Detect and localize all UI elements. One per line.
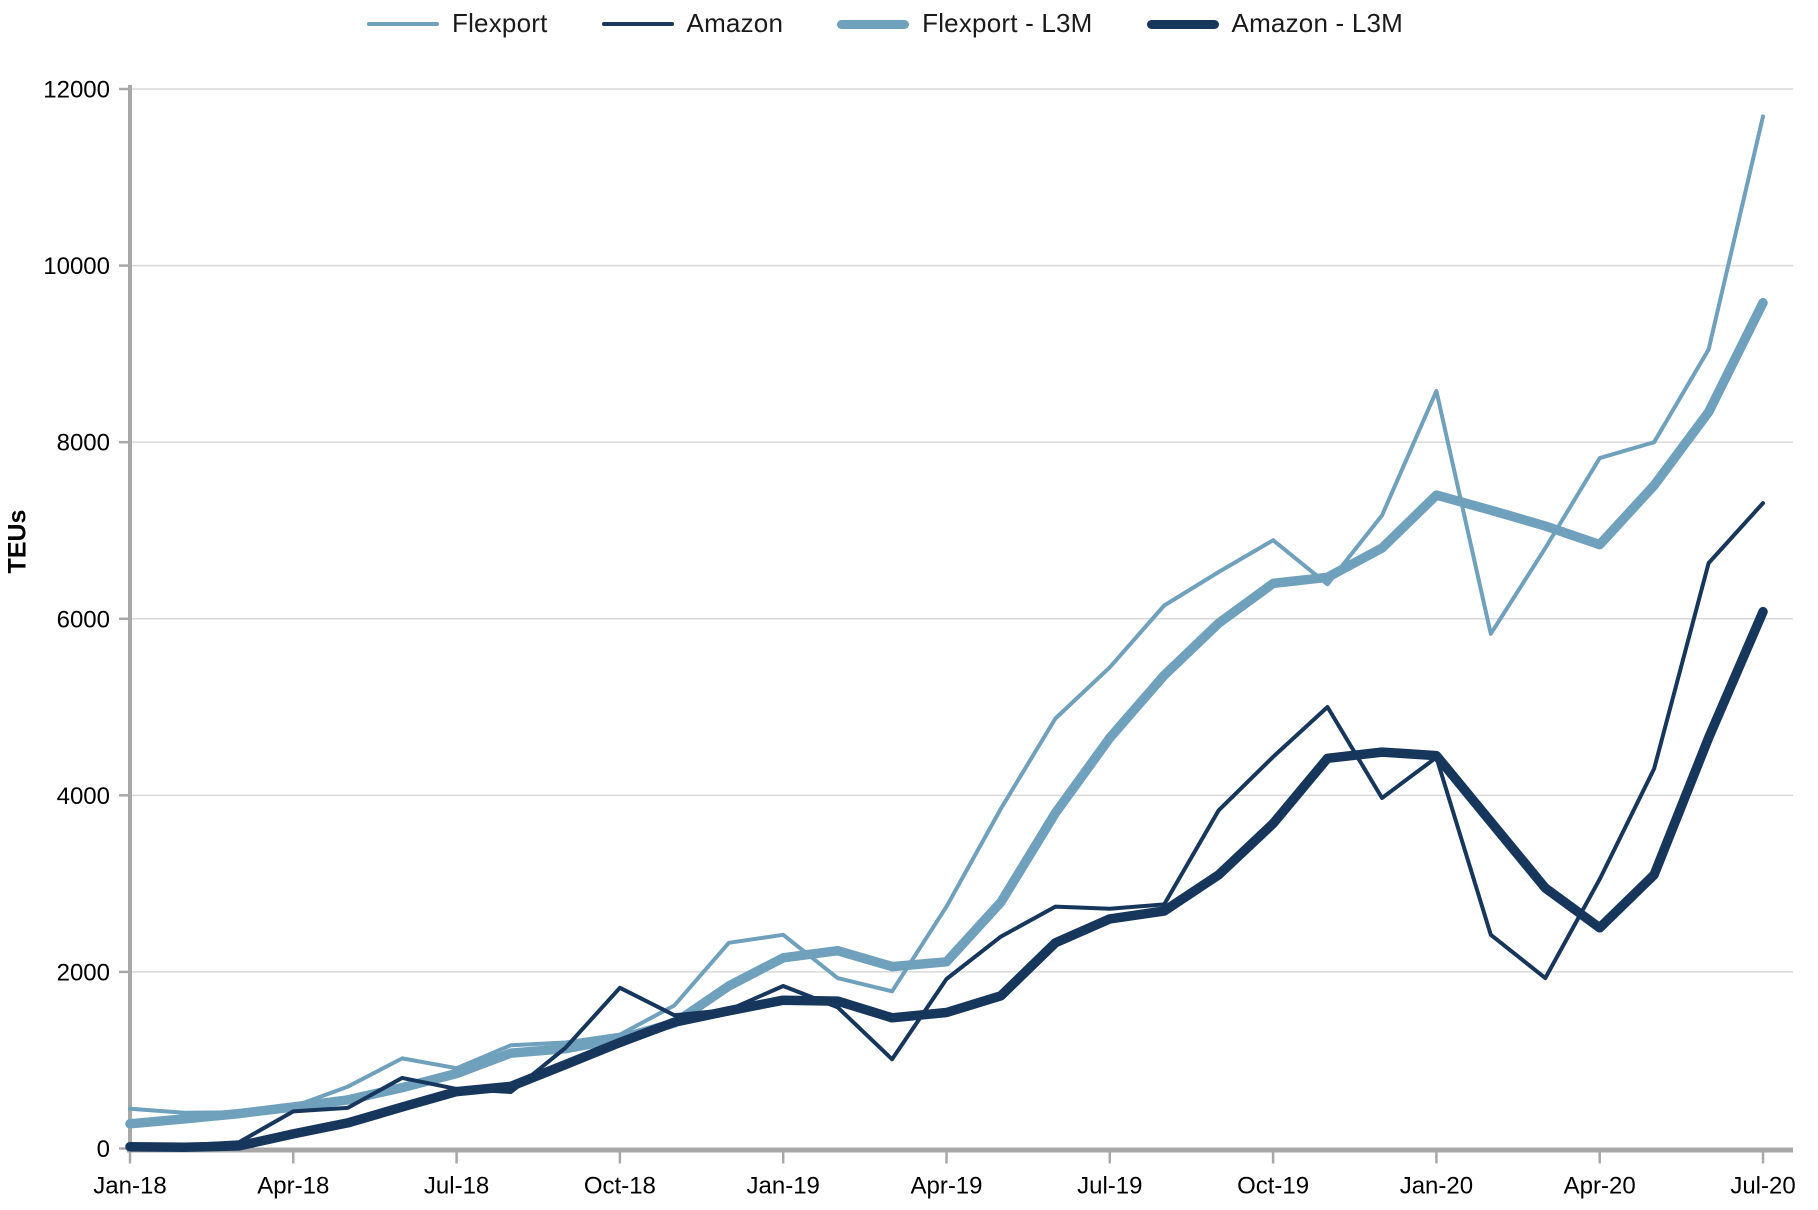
series-line-amazon	[128, 501, 1765, 1148]
y-axis-title: TEUs	[3, 509, 32, 574]
x-tick-label-Jul-20: Jul-20	[1730, 1173, 1795, 1200]
y-tick-label-6000: 6000	[57, 606, 110, 633]
x-tick-label-Jul-18: Jul-18	[424, 1173, 489, 1200]
x-tick-label-Jan-20: Jan-20	[1400, 1173, 1473, 1200]
series-line-flexport-l3m	[125, 297, 1768, 1129]
x-tick-label-Apr-18: Apr-18	[257, 1173, 329, 1200]
x-tick-label-Jul-19: Jul-19	[1077, 1173, 1142, 1200]
x-tick-label-Jan-18: Jan-18	[93, 1173, 166, 1200]
y-tick-label-0: 0	[97, 1136, 110, 1163]
y-tick-label-8000: 8000	[57, 430, 110, 457]
y-tick-label-12000: 12000	[43, 77, 110, 104]
y-tick-label-10000: 10000	[43, 253, 110, 280]
x-tick-label-Apr-20: Apr-20	[1564, 1173, 1636, 1200]
series-line-amazon-l3m	[125, 606, 1768, 1152]
x-tick-label-Oct-19: Oct-19	[1237, 1173, 1309, 1200]
series-line-flexport	[128, 114, 1765, 1115]
x-tick-label-Oct-18: Oct-18	[584, 1173, 656, 1200]
x-tick-label-Apr-19: Apr-19	[910, 1173, 982, 1200]
x-tick-label-Jan-19: Jan-19	[747, 1173, 820, 1200]
y-tick-label-2000: 2000	[57, 959, 110, 986]
y-tick-label-4000: 4000	[57, 783, 110, 810]
